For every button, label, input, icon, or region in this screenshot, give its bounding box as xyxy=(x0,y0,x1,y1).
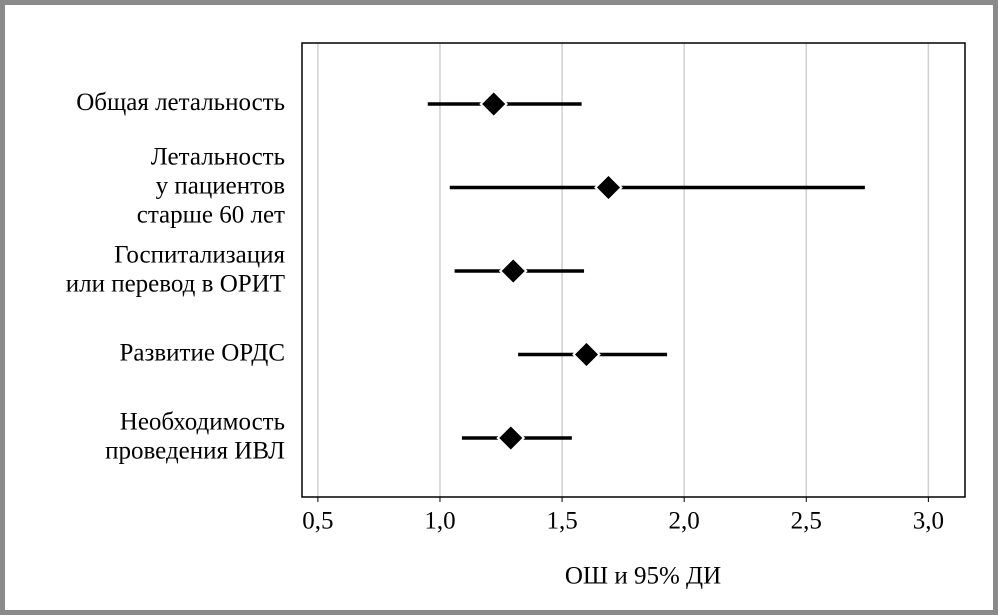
y-tick-label: Общая летальность xyxy=(76,89,285,116)
point-estimate xyxy=(496,423,526,453)
plot-area xyxy=(301,42,966,498)
x-tick-label: 0,5 xyxy=(302,508,333,535)
label-line: Госпитализация xyxy=(114,241,285,268)
y-tick-label: Необходимость проведения ИВЛ xyxy=(105,408,285,464)
x-tick-label: 2,0 xyxy=(669,508,700,535)
label-line: Общая летальность xyxy=(76,89,285,116)
x-tick-label: 1,5 xyxy=(546,508,577,535)
y-tick-label: Летальность у пациентов старше 60 лет xyxy=(137,143,285,228)
label-line: у пациентов xyxy=(156,172,285,199)
label-line: Летальность xyxy=(151,143,285,170)
label-line: Необходимость xyxy=(120,408,285,435)
label-line: или перевод в ОРИТ xyxy=(66,270,285,297)
point-estimate xyxy=(594,173,623,202)
point-estimate xyxy=(479,89,509,119)
x-tick-label: 3,0 xyxy=(913,508,944,535)
x-axis-label: ОШ и 95% ДИ xyxy=(565,563,721,590)
y-tick-label: Госпитализация или перевод в ОРИТ xyxy=(66,241,286,297)
point-estimate xyxy=(572,340,601,369)
x-tick-label: 1,0 xyxy=(424,508,455,535)
point-estimate xyxy=(498,256,528,286)
label-line: старше 60 лет xyxy=(137,201,285,228)
label-line: Развитие ОРДС xyxy=(119,339,285,366)
x-tick-label: 2,5 xyxy=(791,508,822,535)
label-line: проведения ИВЛ xyxy=(105,437,285,464)
y-tick-label: Развитие ОРДС xyxy=(119,339,285,366)
